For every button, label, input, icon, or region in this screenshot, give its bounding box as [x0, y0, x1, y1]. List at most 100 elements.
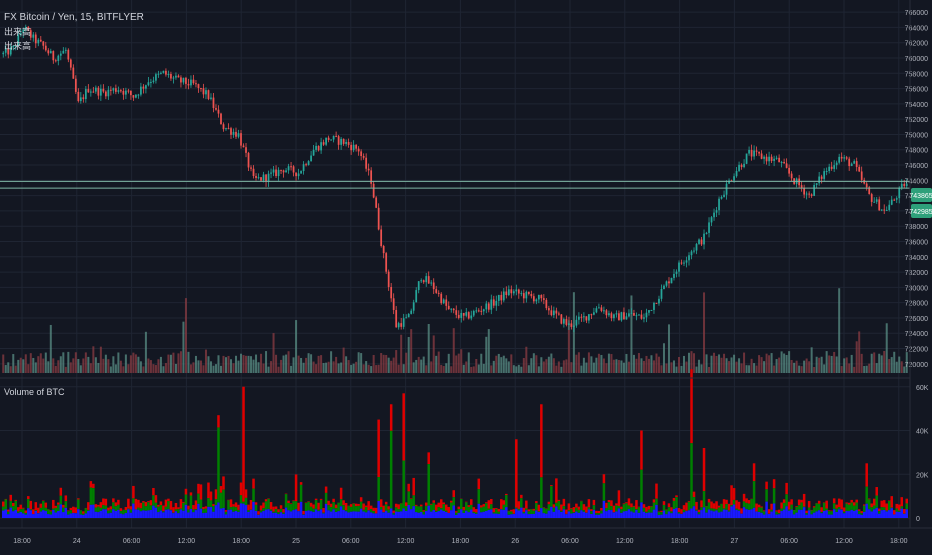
- volume-bar-up: [675, 497, 678, 508]
- overlay-volume-bar: [480, 354, 482, 373]
- volume-bar-down: [435, 505, 438, 511]
- overlay-volume-bar: [197, 360, 199, 373]
- candle-body: [613, 314, 615, 318]
- overlay-volume-bar: [628, 362, 630, 373]
- volume-bar-base: [297, 511, 300, 518]
- volume-bar-base: [247, 512, 250, 518]
- volume-bar-down: [240, 483, 243, 496]
- overlay-volume-bar: [157, 359, 159, 373]
- volume-bar-down: [135, 499, 138, 509]
- volume-bar-up: [25, 513, 28, 515]
- candle-body: [851, 164, 853, 166]
- candle-body: [460, 313, 462, 318]
- candle-body: [663, 286, 665, 289]
- volume-bar-up: [795, 507, 798, 513]
- candle-body: [248, 153, 250, 168]
- volume-pane-title[interactable]: Volume of BTC: [4, 387, 65, 397]
- volume-bar-down: [583, 504, 586, 510]
- volume-bar-down: [407, 484, 410, 492]
- volume-bar-up: [255, 505, 258, 511]
- volume-bar-down: [357, 504, 360, 506]
- overlay-volume-bar: [560, 367, 562, 373]
- volume-bar-up: [395, 507, 398, 511]
- volume-bar-up: [698, 512, 701, 514]
- candle-body: [440, 294, 442, 303]
- volume-bar-base: [760, 513, 763, 518]
- volume-bar-base: [102, 509, 105, 518]
- volume-bar-down: [355, 504, 358, 507]
- volume-bar-up: [823, 503, 826, 511]
- candle-body: [150, 82, 152, 83]
- volume-bar-down: [125, 507, 128, 510]
- volume-bar-down: [360, 497, 363, 501]
- candle-body: [495, 301, 497, 306]
- volume-bar-base: [430, 512, 433, 518]
- overlay-volume-bar: [353, 364, 355, 373]
- volume-bar-down: [668, 503, 671, 507]
- volume-bar-base: [202, 513, 205, 518]
- volume-bar-down: [380, 499, 383, 507]
- overlay-volume-bar: [741, 363, 743, 373]
- candle-body: [102, 89, 104, 92]
- candle-body: [295, 173, 297, 177]
- volume-bar-down: [92, 484, 95, 488]
- volume-bar-up: [505, 495, 508, 507]
- volume-bar-base: [227, 510, 230, 518]
- volume-bar-up: [738, 510, 741, 511]
- symbol-title[interactable]: FX Bitcoin / Yen, 15, BITFLYER: [4, 12, 144, 23]
- volume-bar-up: [282, 513, 285, 514]
- overlay-volume-bar: [137, 357, 139, 373]
- volume-bar-down: [490, 499, 493, 504]
- volume-bar-down: [382, 506, 385, 512]
- overlay-volume-bar: [313, 362, 315, 373]
- volume-bar-down: [422, 510, 425, 511]
- volume-bar-down: [325, 487, 328, 493]
- legend-volume-label-2[interactable]: 出来高: [4, 40, 31, 51]
- overlay-volume-bar: [600, 355, 602, 373]
- overlay-volume-bar: [210, 361, 212, 373]
- overlay-volume-bar: [500, 357, 502, 373]
- volume-bar-base: [195, 510, 198, 518]
- volume-bar-base: [733, 505, 736, 518]
- overlay-volume-bar: [543, 361, 545, 373]
- volume-bar-base: [400, 511, 403, 518]
- volume-bar-down: [525, 501, 528, 509]
- volume-bar-base: [493, 514, 496, 518]
- volume-bar-down: [688, 501, 691, 502]
- volume-bar-up: [693, 497, 696, 506]
- price-tick-label: 744000: [905, 178, 928, 185]
- candle-body: [678, 263, 680, 272]
- candle-body: [353, 145, 355, 150]
- overlay-volume-bar: [248, 356, 250, 373]
- legend-volume-label-1[interactable]: 出来高: [4, 26, 31, 37]
- volume-bar-base: [713, 511, 716, 518]
- volume-bar-up: [753, 481, 756, 508]
- overlay-volume-bar: [67, 352, 69, 373]
- volume-bar-base: [473, 513, 476, 518]
- candle-body: [220, 114, 222, 125]
- candle-body: [75, 79, 77, 92]
- candle-body: [450, 309, 452, 310]
- volume-bar-up: [242, 502, 245, 504]
- volume-bar-base: [610, 510, 613, 518]
- candle-body: [798, 179, 800, 186]
- price-tick-label: 748000: [905, 148, 928, 155]
- overlay-volume-bar: [398, 365, 400, 373]
- volume-bar-base: [40, 512, 43, 518]
- overlay-volume-bar: [355, 362, 357, 373]
- price-tick-label: 730000: [905, 285, 928, 292]
- overlay-volume-bar: [47, 361, 49, 373]
- volume-bar-base: [125, 513, 128, 518]
- volume-bar-base: [167, 509, 170, 518]
- volume-bar-up: [120, 511, 123, 514]
- volume-bar-base: [420, 512, 423, 518]
- candle-body: [716, 210, 718, 212]
- volume-bar-up: [863, 506, 866, 512]
- volume-bar-base: [112, 509, 115, 518]
- volume-bar-up: [305, 503, 308, 511]
- volume-bar-base: [573, 513, 576, 518]
- volume-bar-base: [120, 514, 123, 518]
- overlay-volume-bar: [318, 356, 320, 373]
- volume-bar-down: [210, 492, 213, 501]
